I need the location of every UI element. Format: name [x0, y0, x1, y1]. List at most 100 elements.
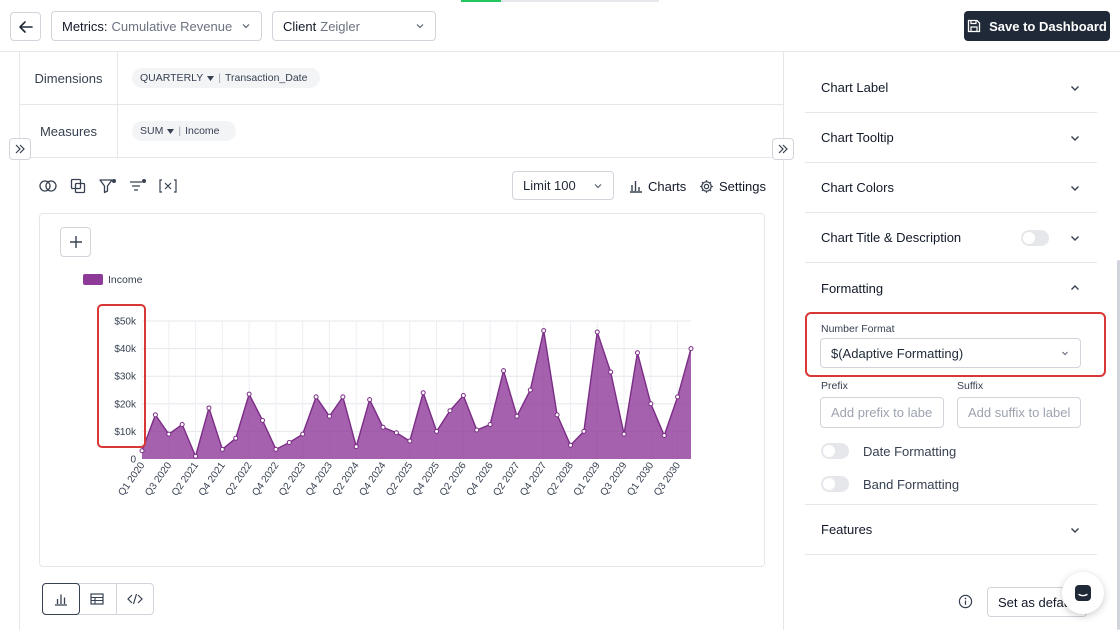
accordion-title: Chart Title & Description: [821, 230, 962, 245]
client-select-label: Client: [283, 18, 317, 34]
band-formatting-toggle[interactable]: [821, 476, 849, 492]
chart-view-button[interactable]: [42, 583, 81, 615]
prefix-input[interactable]: [820, 397, 944, 428]
back-button[interactable]: [10, 12, 41, 41]
caret-down-icon: [207, 75, 215, 81]
chevron-down-icon: [1069, 132, 1081, 144]
settings-button[interactable]: Settings: [699, 176, 766, 196]
client-select-value: Zeigler: [320, 18, 360, 34]
accordion-features[interactable]: Features: [805, 504, 1097, 555]
dimension-agg[interactable]: QUARTERLY: [140, 72, 204, 84]
expand-right-button[interactable]: [772, 138, 794, 160]
info-icon[interactable]: [958, 594, 973, 609]
measure-agg[interactable]: SUM: [140, 125, 164, 137]
join-icon[interactable]: [38, 176, 58, 196]
data-point: [487, 422, 493, 427]
data-point: [474, 427, 480, 433]
y-tick-label: $10k: [114, 427, 137, 438]
y-tick-label: $40k: [114, 344, 137, 355]
data-point: [407, 438, 413, 444]
chart-toolbar: [38, 176, 178, 196]
accordion-chart-title-description[interactable]: Chart Title & Description: [805, 213, 1097, 263]
date-formatting-option: Date Formatting: [821, 443, 956, 459]
data-point: [286, 439, 292, 445]
dimension-pill[interactable]: QUARTERLY | Transaction_Date: [132, 68, 320, 88]
chevron-down-icon: [415, 21, 425, 31]
data-point: [447, 408, 453, 414]
x-tick-label: Q3 2030: [652, 460, 683, 498]
data-point: [313, 394, 319, 400]
bar-chart-icon: [630, 181, 642, 193]
metrics-select-label: Metrics:: [62, 18, 108, 34]
caret-down-icon: [167, 128, 175, 134]
accordion-chart-label[interactable]: Chart Label: [805, 63, 1097, 113]
number-format-value: $(Adaptive Formatting): [831, 345, 964, 361]
chevron-down-icon: [241, 21, 251, 31]
accordion-chart-tooltip[interactable]: Chart Tooltip: [805, 113, 1097, 163]
client-select[interactable]: Client Zeigler: [272, 11, 436, 41]
data-point: [434, 428, 440, 434]
chevron-down-icon: [1069, 232, 1081, 244]
data-point: [166, 431, 172, 437]
chevron-down-icon: [594, 183, 602, 188]
loading-progress: [461, 0, 659, 2]
table-view-button[interactable]: [79, 584, 117, 614]
copy-icon[interactable]: [68, 176, 88, 196]
dimension-field: Transaction_Date: [224, 72, 308, 84]
filter-icon[interactable]: [98, 176, 118, 196]
expand-left-button[interactable]: [9, 138, 31, 160]
accordion-formatting[interactable]: Formatting: [805, 263, 1097, 313]
data-point: [380, 424, 386, 430]
data-point: [233, 435, 239, 441]
chat-widget-button[interactable]: [1062, 572, 1104, 614]
legend-label-income: Income: [108, 274, 143, 286]
data-point: [541, 328, 547, 334]
date-formatting-toggle[interactable]: [821, 443, 849, 459]
data-point: [688, 346, 694, 352]
code-view-button[interactable]: [117, 584, 153, 614]
limit-select[interactable]: Limit 100: [512, 171, 614, 200]
charts-button[interactable]: Charts: [629, 176, 686, 196]
data-point: [260, 417, 266, 423]
metrics-select[interactable]: Metrics: Cumulative Revenue ...: [51, 11, 262, 41]
data-point: [460, 393, 466, 399]
settings-label: Settings: [719, 178, 766, 194]
data-point: [501, 368, 507, 374]
y-axis-highlight: [97, 304, 146, 448]
plus-icon: [69, 236, 82, 248]
accordion-chart-colors[interactable]: Chart Colors: [805, 163, 1097, 213]
data-point: [353, 444, 359, 450]
accordion-title: Formatting: [821, 280, 884, 296]
data-point: [326, 413, 332, 419]
prefix-label: Prefix: [821, 380, 848, 392]
title-description-toggle[interactable]: [1021, 229, 1049, 246]
data-point: [554, 412, 560, 418]
number-format-highlight: [805, 312, 1106, 377]
suffix-label: Suffix: [957, 380, 984, 392]
pill-separator: |: [178, 125, 182, 137]
data-point: [273, 446, 279, 452]
y-tick-label: $50k: [114, 317, 137, 328]
accordion-title: Chart Label: [821, 80, 889, 95]
set-as-default-label: Set as default: [998, 594, 1078, 610]
pill-separator: |: [218, 72, 221, 84]
suffix-input[interactable]: [957, 397, 1081, 428]
panel-scrollbar[interactable]: [1117, 260, 1120, 630]
data-point: [567, 442, 573, 448]
gear-icon: [700, 179, 713, 193]
band-formatting-option: Band Formatting: [821, 476, 959, 492]
band-formatting-label: Band Formatting: [863, 476, 960, 492]
accordion-title: Features: [821, 522, 873, 537]
number-format-select[interactable]: $(Adaptive Formatting): [820, 338, 1081, 368]
left-border: [19, 52, 20, 630]
save-to-dashboard-button[interactable]: Save to Dashboard: [964, 11, 1110, 41]
data-point: [648, 401, 654, 407]
variable-icon[interactable]: [158, 176, 178, 196]
sort-icon[interactable]: [128, 176, 148, 196]
measure-field: Income: [185, 125, 220, 137]
add-chart-element-button[interactable]: [60, 227, 91, 257]
data-point: [393, 430, 399, 436]
data-point: [675, 394, 681, 400]
measure-pill[interactable]: SUM | Income: [132, 121, 236, 141]
data-point: [219, 446, 225, 452]
